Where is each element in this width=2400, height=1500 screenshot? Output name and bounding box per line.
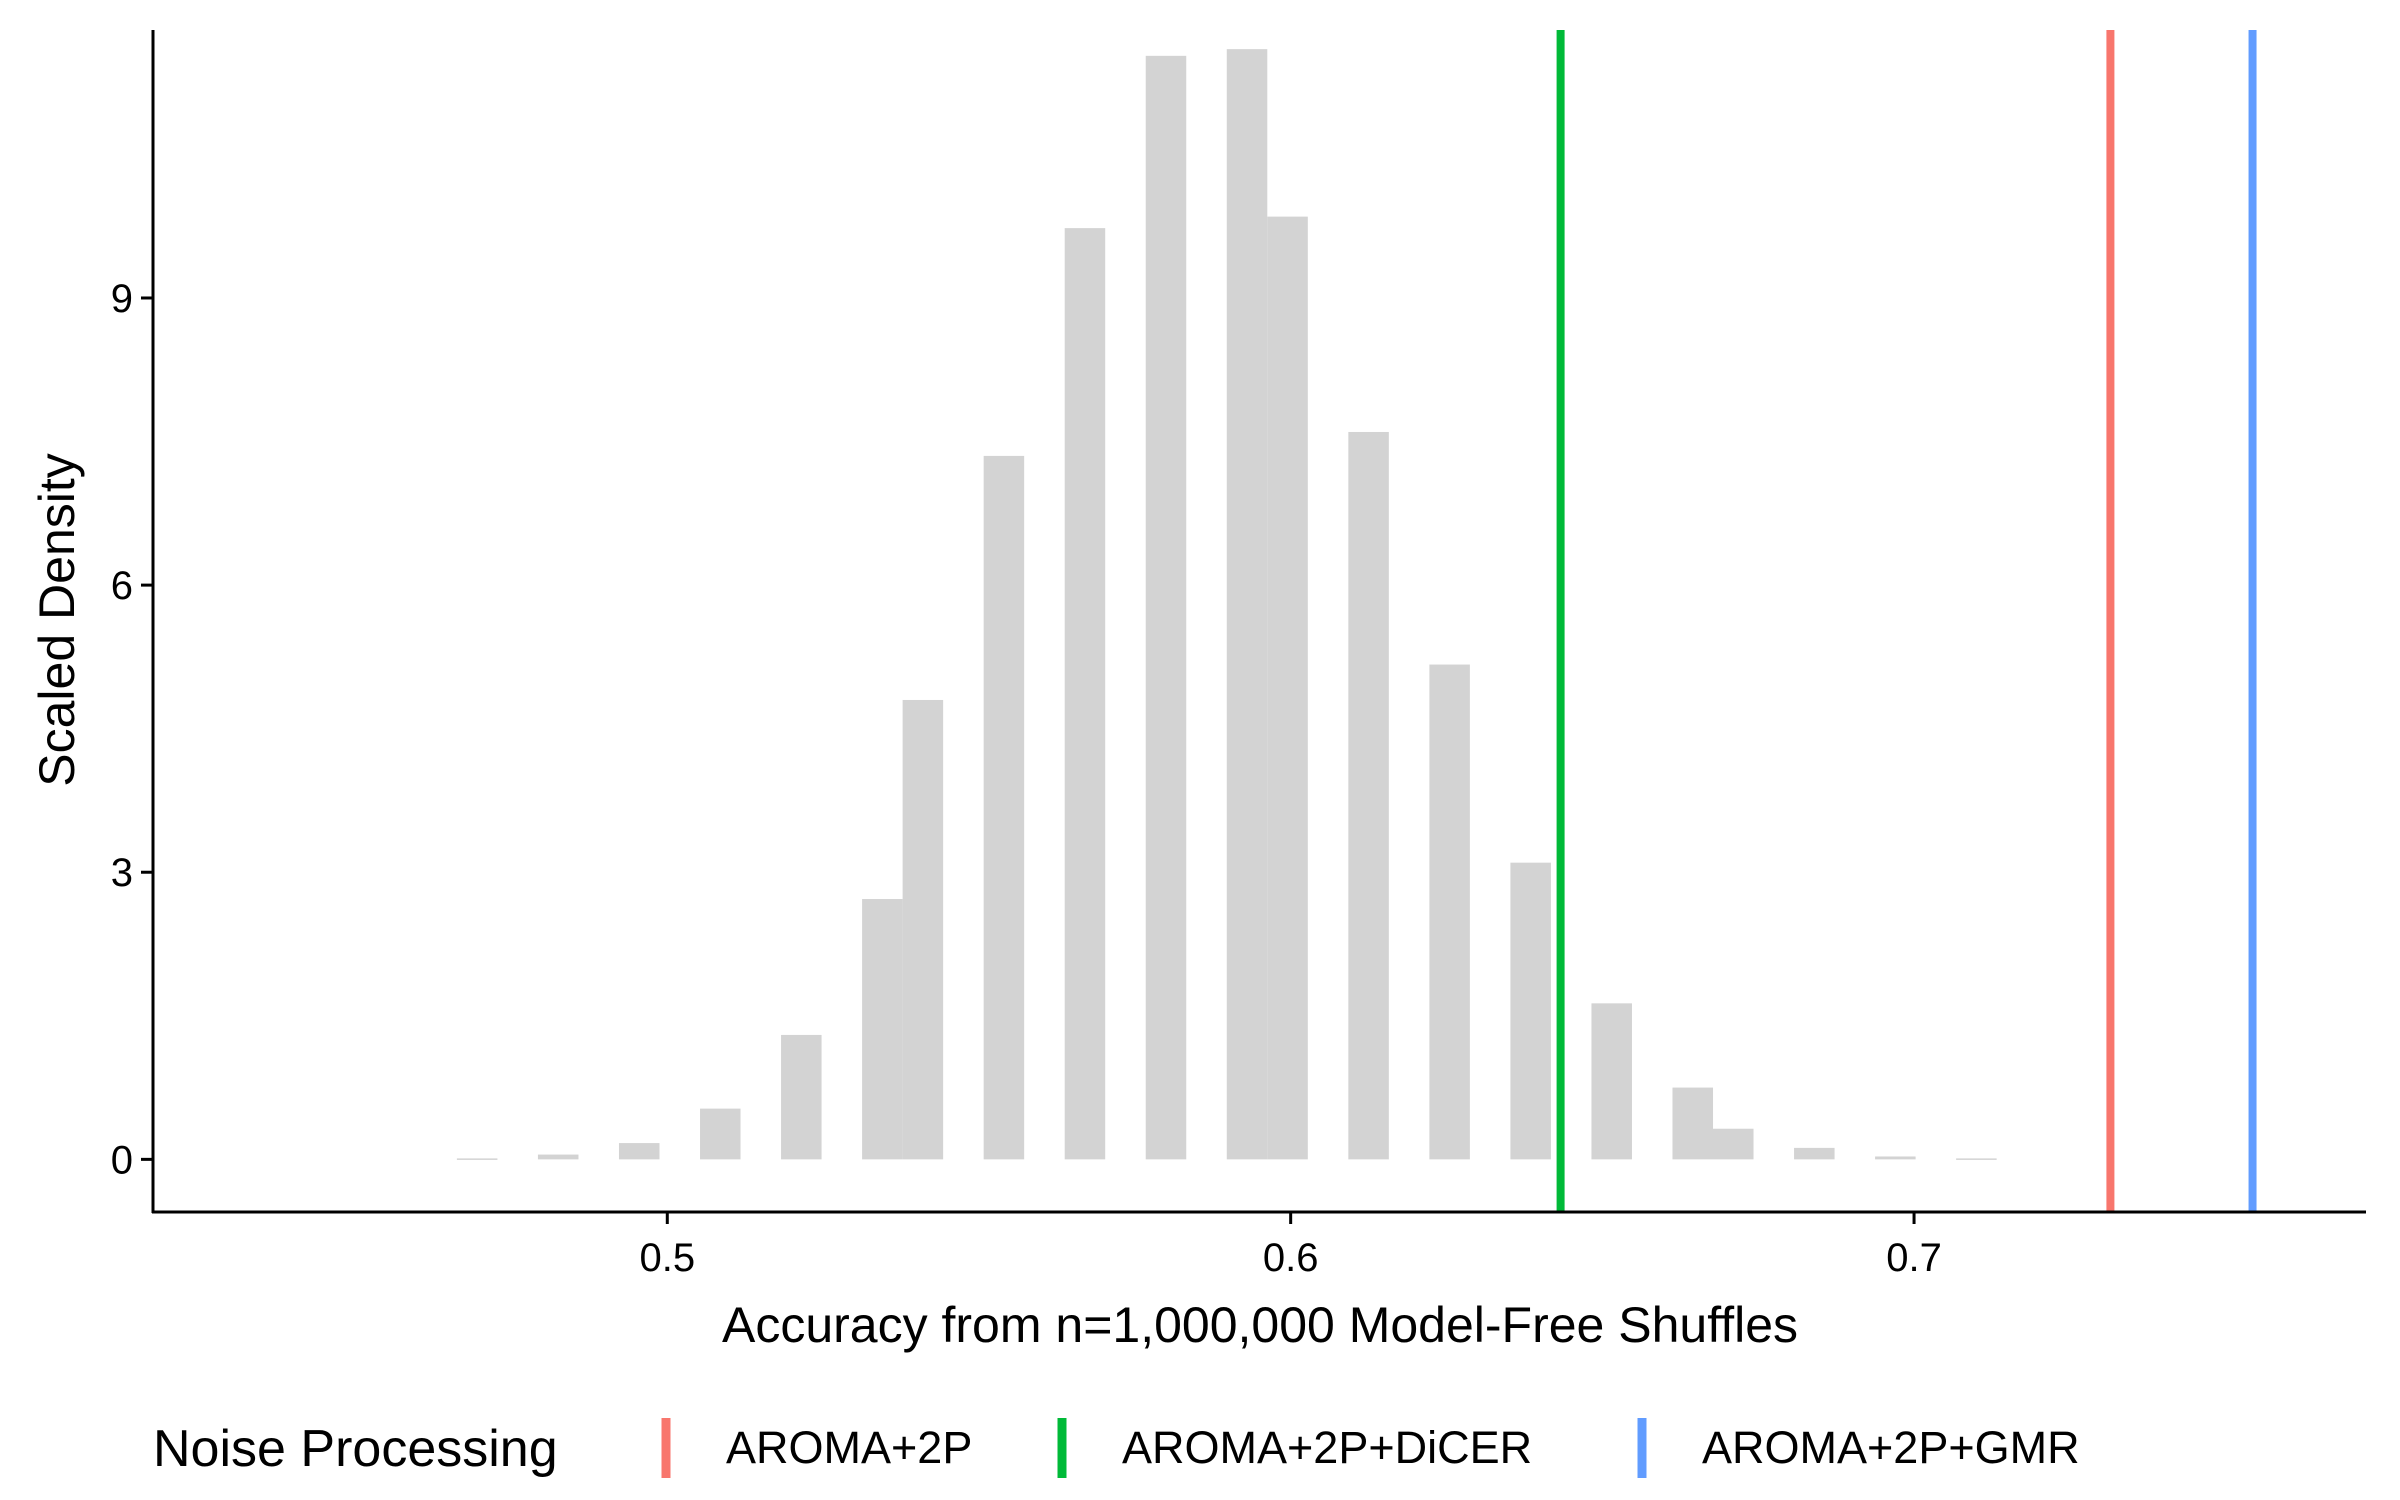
legend-title: Noise Processing — [153, 1420, 558, 1478]
histogram-bar — [1672, 1087, 1714, 1160]
x-axis-ticks: 0.5 0.6 0.7 — [639, 1212, 1942, 1280]
histogram-bar — [1875, 1156, 1916, 1160]
histogram-bar — [1145, 55, 1187, 1160]
x-tick-label: 0.6 — [1263, 1236, 1319, 1280]
histogram-bar — [1267, 216, 1308, 1160]
y-tick-label: 9 — [111, 277, 133, 321]
histogram-bar — [1510, 862, 1551, 1160]
y-axis-ticks: 0 3 6 9 — [111, 277, 153, 1182]
x-axis-title: Accuracy from n=1,000,000 Model-Free Shu… — [722, 1297, 1798, 1353]
y-tick-label: 6 — [111, 564, 133, 608]
histogram-bar — [618, 1143, 660, 1160]
histogram-bar — [1348, 431, 1389, 1160]
histogram-bar — [902, 699, 944, 1160]
legend-label: AROMA+2P+DiCER — [1122, 1422, 1532, 1473]
histogram-bar — [1591, 1003, 1632, 1160]
histogram-bars — [456, 49, 1997, 1160]
histogram-bar — [781, 1034, 822, 1160]
histogram-bar — [862, 899, 903, 1160]
y-axis-title: Scaled Density — [29, 453, 85, 787]
y-tick-label: 0 — [111, 1138, 133, 1182]
x-tick-label: 0.5 — [639, 1236, 695, 1280]
histogram-bar — [1429, 664, 1470, 1160]
legend-entry: AROMA+2P+DiCER — [1057, 1418, 1532, 1478]
legend-entry: AROMA+2P — [661, 1418, 972, 1478]
histogram-bar — [1713, 1128, 1754, 1160]
histogram-bar — [1956, 1158, 1997, 1160]
histogram-bar — [537, 1154, 579, 1160]
legend: Noise Processing AROMA+2P AROMA+2P+DiCER A… — [153, 1418, 2080, 1478]
legend-label: AROMA+2P — [726, 1422, 972, 1473]
reference-lines — [1556, 30, 2257, 1212]
histogram-bar — [456, 1158, 498, 1160]
y-tick-label: 3 — [111, 851, 133, 895]
histogram-bar — [1064, 228, 1106, 1160]
histogram-bar — [1226, 49, 1268, 1160]
x-tick-label: 0.7 — [1886, 1236, 1942, 1280]
histogram-bar — [700, 1108, 741, 1160]
legend-label: AROMA+2P+GMR — [1702, 1422, 2080, 1473]
histogram-bar — [983, 455, 1025, 1160]
legend-entry: AROMA+2P+GMR — [1637, 1418, 2080, 1478]
histogram-bar — [1794, 1147, 1835, 1160]
